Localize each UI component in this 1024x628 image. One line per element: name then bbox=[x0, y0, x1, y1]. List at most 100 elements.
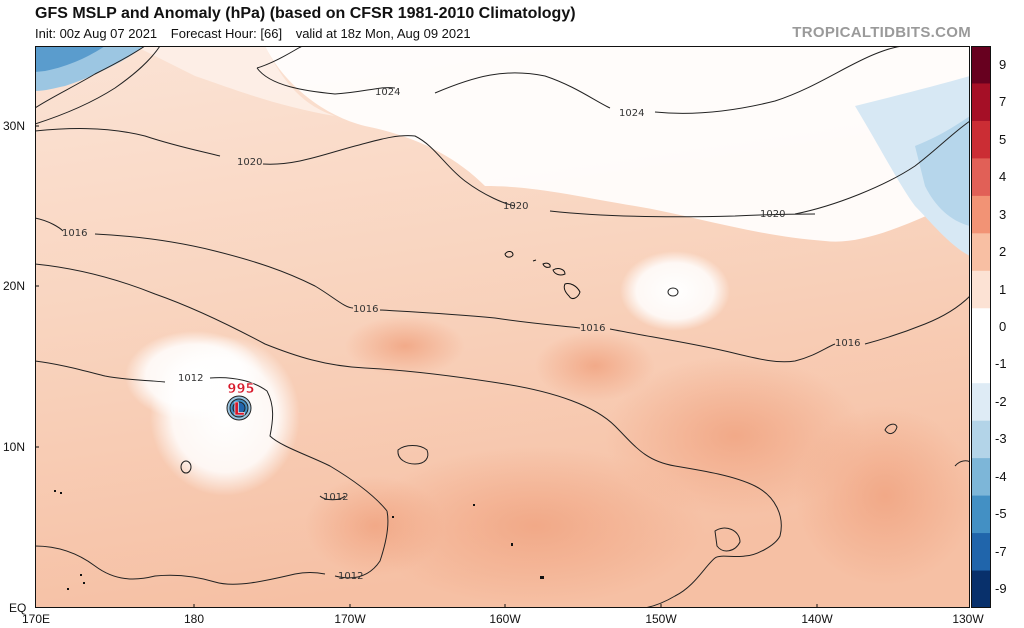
atoll-marker bbox=[80, 574, 82, 576]
closed-contour bbox=[667, 287, 679, 297]
low-contour bbox=[232, 401, 246, 415]
colorbar-label: -5 bbox=[995, 506, 1007, 522]
isobar-label: 1024 bbox=[619, 108, 644, 119]
colorbar-label: -3 bbox=[995, 431, 1007, 447]
isobar-label: 1012 bbox=[178, 373, 203, 384]
colorbar bbox=[971, 46, 991, 608]
closed-contour bbox=[397, 445, 429, 465]
positive-anomaly-region bbox=[305, 476, 445, 576]
lon-label-160w: 160W bbox=[489, 612, 521, 626]
colorbar-swatch bbox=[971, 533, 991, 572]
lon-label-180: 180 bbox=[183, 612, 205, 626]
lat-label-eq: EQ bbox=[9, 601, 27, 615]
positive-anomaly-region bbox=[535, 331, 655, 401]
negative-anomaly-region bbox=[915, 116, 970, 226]
isobar-1016 bbox=[35, 217, 970, 363]
positive-anomaly-region bbox=[795, 406, 970, 586]
low-pressure-value: 995 bbox=[227, 382, 254, 397]
atoll-marker bbox=[540, 576, 544, 579]
lat-label-20n: 20N bbox=[3, 279, 26, 293]
lat-label-10n: 10N bbox=[3, 440, 26, 454]
forecast-hour: Forecast Hour: [66] bbox=[170, 26, 283, 41]
lon-label-130w: 130W bbox=[952, 612, 984, 626]
isobar-label: 1020 bbox=[760, 209, 785, 220]
colorbar-label: 3 bbox=[999, 206, 1007, 222]
isobar-label: 1016 bbox=[62, 228, 87, 239]
lon-label-170w: 170W bbox=[334, 612, 366, 626]
atoll-marker bbox=[67, 588, 69, 590]
lon-label-150w: 150W bbox=[645, 612, 677, 626]
negative-anomaly-region bbox=[855, 76, 970, 256]
colorbar-label: 2 bbox=[999, 244, 1007, 260]
isobar-label: 1012 bbox=[338, 571, 363, 582]
colorbar-swatch bbox=[971, 570, 991, 608]
isobar-1024 bbox=[256, 46, 906, 114]
map-title: GFS MSLP and Anomaly (hPa) (based on CFS… bbox=[35, 5, 576, 22]
colorbar-swatch bbox=[971, 46, 991, 84]
watermark: TROPICALTIDBITS.COM bbox=[792, 24, 971, 41]
positive-anomaly-region bbox=[365, 446, 705, 606]
positive-anomaly-region bbox=[345, 316, 465, 376]
map-frame bbox=[35, 46, 970, 608]
colorbar-swatch bbox=[971, 158, 991, 197]
island-coastline bbox=[552, 268, 566, 276]
colorbar-swatch bbox=[971, 195, 991, 234]
lon-label-140w: 140W bbox=[801, 612, 833, 626]
colorbar-swatch bbox=[971, 420, 991, 459]
low-symbol: L bbox=[233, 399, 244, 420]
neutral-anomaly-region bbox=[125, 331, 265, 421]
colorbar-label: 1 bbox=[999, 281, 1007, 297]
colorbar-label: 0 bbox=[999, 319, 1007, 334]
mslp-anomaly-map: 1024 1024 1020 1020 1020 1016 1016 1016 … bbox=[35, 46, 970, 608]
island-coastline bbox=[504, 251, 514, 258]
valid-time: valid at 18z Mon, Aug 09 2021 bbox=[295, 26, 471, 41]
closed-contour bbox=[714, 527, 741, 552]
colorbar-swatch bbox=[971, 495, 991, 534]
island-coastline bbox=[532, 259, 537, 262]
lon-label-170e: 170E bbox=[21, 612, 51, 626]
atoll-marker bbox=[83, 582, 85, 584]
colorbar-label: -7 bbox=[995, 543, 1007, 559]
colorbar-label: 4 bbox=[999, 169, 1007, 185]
isobar-1012 bbox=[35, 360, 388, 512]
atoll-marker bbox=[392, 516, 394, 518]
colorbar-swatch bbox=[971, 383, 991, 422]
island-coastline bbox=[542, 262, 551, 268]
colorbar-swatch bbox=[971, 120, 991, 159]
atoll-marker bbox=[60, 492, 62, 494]
colorbar-label: -2 bbox=[995, 393, 1007, 409]
isobar-1024 bbox=[35, 46, 146, 109]
isobar-1024 bbox=[35, 46, 161, 125]
colorbar-swatch bbox=[971, 308, 991, 347]
isobar-label: 1016 bbox=[353, 304, 378, 315]
colorbar-swatch bbox=[971, 345, 991, 384]
colorbar-swatch bbox=[971, 83, 991, 122]
colorbar-label: -4 bbox=[995, 468, 1007, 484]
atoll-marker bbox=[54, 490, 56, 492]
neutral-anomaly-band bbox=[135, 46, 335, 116]
isobar-1016 bbox=[35, 263, 782, 608]
isobar-1012 bbox=[334, 510, 389, 579]
negative-anomaly-region bbox=[35, 46, 105, 72]
low-pressure-system: L 995 bbox=[226, 382, 255, 421]
neutral-anomaly-band bbox=[265, 46, 970, 242]
colorbar-label: -9 bbox=[995, 581, 1007, 597]
island-coastline bbox=[563, 283, 581, 300]
map-subtitle: Init: 00z Aug 07 2021 Forecast Hour: [66… bbox=[35, 26, 481, 41]
colorbar-label: 5 bbox=[999, 131, 1007, 147]
isobar-1020 bbox=[794, 120, 970, 215]
isobar-label: 1016 bbox=[580, 323, 605, 334]
colorbar-label: 9 bbox=[999, 56, 1007, 72]
isobar-label: 1020 bbox=[503, 201, 528, 212]
colorbar-swatch bbox=[971, 233, 991, 272]
isobar-1012 bbox=[35, 545, 326, 585]
init-time: Init: 00z Aug 07 2021 bbox=[35, 26, 158, 41]
closed-contour bbox=[884, 423, 898, 435]
isobar-1020 bbox=[35, 128, 816, 218]
colorbar-label: -1 bbox=[995, 356, 1007, 372]
atoll-marker bbox=[473, 504, 475, 506]
neutral-anomaly-region bbox=[620, 251, 730, 331]
atoll-marker bbox=[511, 543, 513, 546]
colorbar-swatch bbox=[971, 458, 991, 497]
isobar-label: 1012 bbox=[323, 492, 348, 503]
